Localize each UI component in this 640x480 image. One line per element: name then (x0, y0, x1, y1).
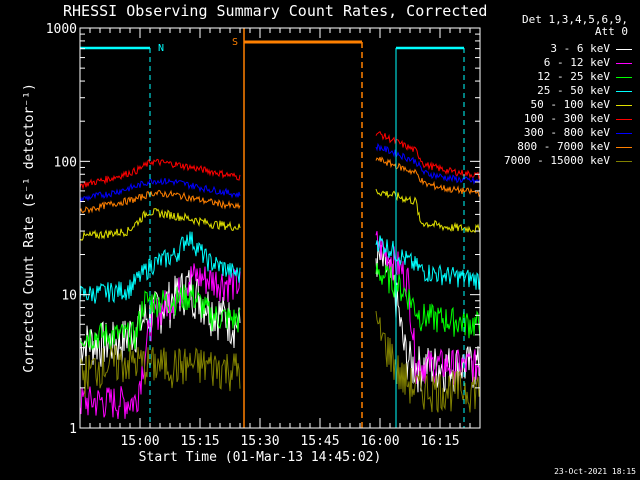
legend-label: 100 - 300 keV (523, 112, 610, 125)
x-tick-label: 15:15 (180, 434, 219, 449)
series-line-3-6-kev-part1 (79, 270, 241, 367)
legend-entry-7000-15000-kev: 7000 - 15000 keV (478, 154, 638, 168)
x-tick-label: 16:15 (420, 434, 459, 449)
series-line-25-50-kev-part1 (79, 231, 241, 304)
series-line-50-100-kev-part2 (375, 188, 481, 234)
legend-label: 50 - 100 keV (530, 98, 610, 111)
x-tick-label: 15:00 (120, 434, 159, 449)
y-tick-label: 10 (61, 289, 77, 304)
detector-info: Det 1,3,4,5,6,9, Att 0 (522, 14, 628, 38)
y-tick-label: 1000 (46, 22, 77, 37)
x-tick-label: 15:45 (300, 434, 339, 449)
saa-marker-label: S (232, 37, 238, 48)
legend-swatch (616, 147, 632, 148)
x-axis-label: Start Time (01-Mar-13 14:45:02) (139, 450, 382, 465)
legend-swatch (616, 161, 632, 162)
legend-label: 12 - 25 keV (537, 70, 610, 83)
y-axis-label: Corrected Count Rate (s⁻¹ detector⁻¹) (22, 83, 37, 373)
night-marker-label: N (158, 43, 164, 54)
legend-entry-100-300-kev: 100 - 300 keV (478, 112, 638, 126)
series-line-6-12-kev-part1 (79, 263, 241, 420)
series-line-300-800-kev-part1 (79, 177, 241, 203)
legend-entry-50-100-kev: 50 - 100 keV (478, 98, 638, 112)
legend-label: 300 - 800 keV (523, 126, 610, 139)
series-line-100-300-kev-part1 (79, 158, 241, 190)
legend-swatch (616, 91, 632, 92)
legend-label: 800 - 7000 keV (517, 140, 610, 153)
legend-swatch (616, 105, 632, 106)
series-line-300-800-kev-part2 (375, 142, 481, 185)
legend-entry-12-25-kev: 12 - 25 keV (478, 70, 638, 84)
legend-swatch (616, 119, 632, 120)
series-line-7000-15000-kev-part2 (375, 310, 481, 413)
series-line-800-7000-kev-part2 (375, 156, 481, 197)
series-line-12-25-kev-part1 (79, 284, 241, 352)
legend-entry-300-800-kev: 300 - 800 keV (478, 126, 638, 140)
series-line-7000-15000-kev-part1 (79, 344, 241, 398)
attenuator-state: Att 0 (594, 25, 628, 38)
detector-list: Det 1,3,4,5,6,9, (522, 13, 628, 26)
x-tick-label: 16:00 (360, 434, 399, 449)
series-line-25-50-kev-part2 (375, 235, 481, 290)
chart-title: RHESSI Observing Summary Count Rates, Co… (63, 2, 488, 20)
y-tick-label: 100 (54, 155, 77, 170)
legend-label: 7000 - 15000 keV (504, 154, 610, 167)
legend-swatch (616, 77, 632, 78)
series-line-6-12-kev-part2 (375, 230, 481, 385)
series-line-800-7000-kev-part1 (79, 189, 241, 214)
legend-entry-3-6-kev: 3 - 6 keV (478, 42, 638, 56)
legend-label: 6 - 12 keV (543, 56, 610, 69)
series-line-50-100-kev-part1 (79, 208, 241, 242)
x-tick-label: 15:30 (240, 434, 279, 449)
render-timestamp: 23-Oct-2021 18:15 (554, 467, 636, 476)
legend-entry-800-7000-kev: 800 - 7000 keV (478, 140, 638, 154)
y-tick-label: 1 (69, 422, 77, 437)
series-line-12-25-kev-part2 (375, 262, 481, 339)
legend: 3 - 6 keV 6 - 12 keV 12 - 25 keV 25 - 50 ke… (478, 42, 638, 168)
legend-swatch (616, 133, 632, 134)
series-line-100-300-kev-part2 (375, 130, 481, 180)
legend-swatch (616, 49, 632, 50)
legend-label: 3 - 6 keV (550, 42, 610, 55)
legend-label: 25 - 50 keV (537, 84, 610, 97)
legend-entry-25-50-kev: 25 - 50 keV (478, 84, 638, 98)
legend-swatch (616, 63, 632, 64)
legend-entry-6-12-kev: 6 - 12 keV (478, 56, 638, 70)
